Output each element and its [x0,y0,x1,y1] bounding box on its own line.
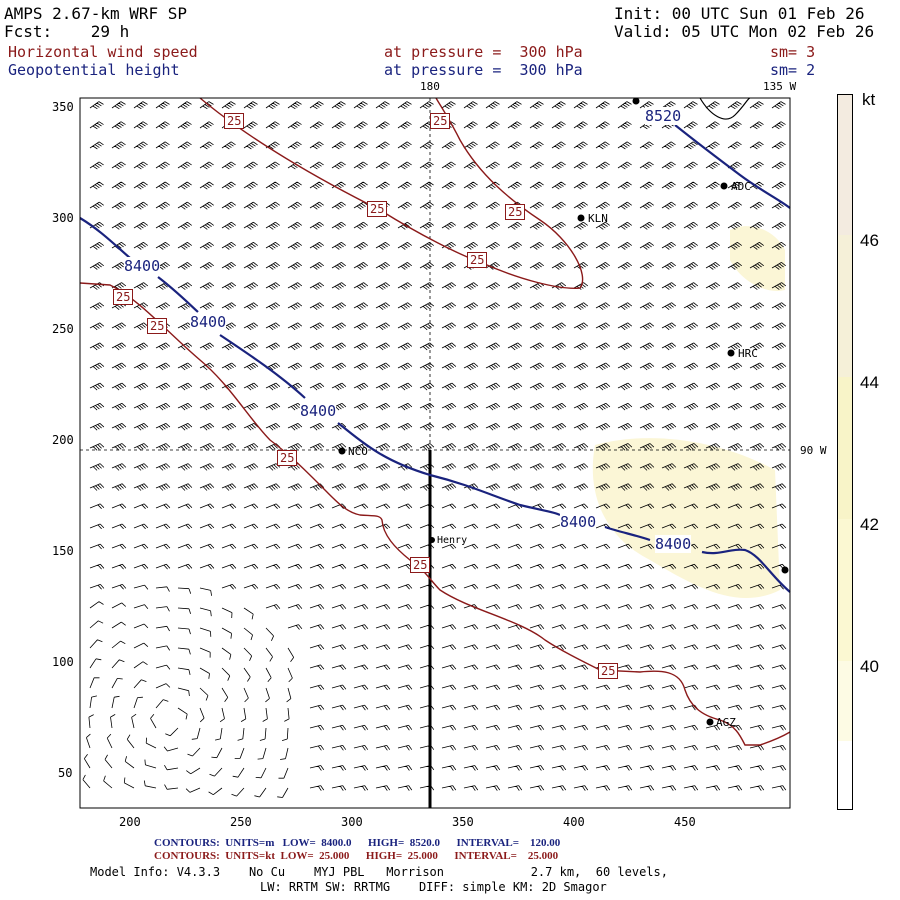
coastline [699,97,751,120]
speed-label: 25 [430,113,451,129]
field2-label: Geopotential height [8,61,180,79]
height-label: 8400 [300,402,337,420]
field1-label: Horizontal wind speed [8,43,198,61]
model-title: AMPS 2.67-km WRF SP [4,4,188,23]
height-label: 8520 [645,107,682,125]
colorbar-unit: kt [862,90,876,109]
wind-barbs [82,101,787,798]
colorbar-band [838,741,852,809]
colorbar-tick: 44 [860,373,879,392]
colorbar-band [838,235,852,377]
colorbar [837,94,853,810]
y-tick: 350 [52,100,74,114]
colorbar-tick: 46 [860,231,879,250]
colorbar-tick: 40 [860,657,879,676]
colorbar-band [838,519,852,661]
x-tick: 400 [563,815,585,829]
x-tick: 450 [674,815,696,829]
speed-label: 25 [598,663,619,679]
speed-label: 25 [113,289,134,305]
speed-shading [592,226,785,599]
speed-label: 25 [410,557,431,573]
station-label-agz: AGZ [716,716,736,729]
y-tick: 200 [52,433,74,447]
speed-contours [79,97,791,746]
height-label: 8400 [655,535,692,553]
station-label-kln: KLN [588,212,608,225]
height-label: 8400 [560,513,597,531]
x-tick: 250 [230,815,252,829]
sm1-label: sm= 3 [770,43,816,61]
y-tick: 100 [52,655,74,669]
plot-frame [79,97,791,809]
y-tick: 250 [52,322,74,336]
meridian-90w-label: 90 W [800,444,827,457]
y-tick: 150 [52,544,74,558]
speed-label: 25 [467,252,488,268]
speed-label: 25 [367,201,388,217]
x-tick: 200 [119,815,141,829]
station-label-adc: ADC [731,180,751,193]
x-tick: 300 [341,815,363,829]
height-label: 8400 [190,313,227,331]
station-label-hrc: HRC [738,347,758,360]
valid-time: Valid: 05 UTC Mon 02 Feb 26 [614,22,875,41]
meridian-180-label: 180 [420,80,440,93]
colorbar-band [838,95,852,235]
colorbar-tick: 42 [860,515,879,534]
station-label-henry: Henry [437,535,468,546]
sm2-label: sm= 2 [770,61,816,79]
x-tick: 350 [452,815,474,829]
forecast-hour: Fcst: 29 h [4,22,130,41]
footer-height-contours: CONTOURS: UNITS=m LOW= 8400.0 HIGH= 8520… [154,837,561,849]
y-tick: 50 [58,766,73,780]
station-label-nco: NCO [348,445,368,458]
height-label: 8400 [124,257,161,275]
init-time: Init: 00 UTC Sun 01 Feb 26 [614,4,865,23]
footer-speed-contours: CONTOURS: UNITS=kt LOW= 25.000 HIGH= 25.… [154,850,559,862]
station-dots [338,97,789,726]
level1-label: at pressure = 300 hPa [384,43,583,61]
colorbar-band [838,377,852,519]
speed-label: 25 [277,450,298,466]
footer-model-info: Model Info: V4.3.3 No Cu MYJ PBL Morriso… [90,865,668,879]
speed-label: 25 [505,204,526,220]
colorbar-band [838,661,852,741]
speed-label: 25 [224,113,245,129]
footer-physics: LW: RRTM SW: RRTMG DIFF: simple KM: 2D S… [260,880,607,894]
level2-label: at pressure = 300 hPa [384,61,583,79]
speed-label: 25 [147,318,168,334]
y-tick: 300 [52,211,74,225]
height-contours [79,124,791,593]
meridian-135w-label: 135 W [763,80,797,93]
wind-barb-paths [82,101,787,798]
